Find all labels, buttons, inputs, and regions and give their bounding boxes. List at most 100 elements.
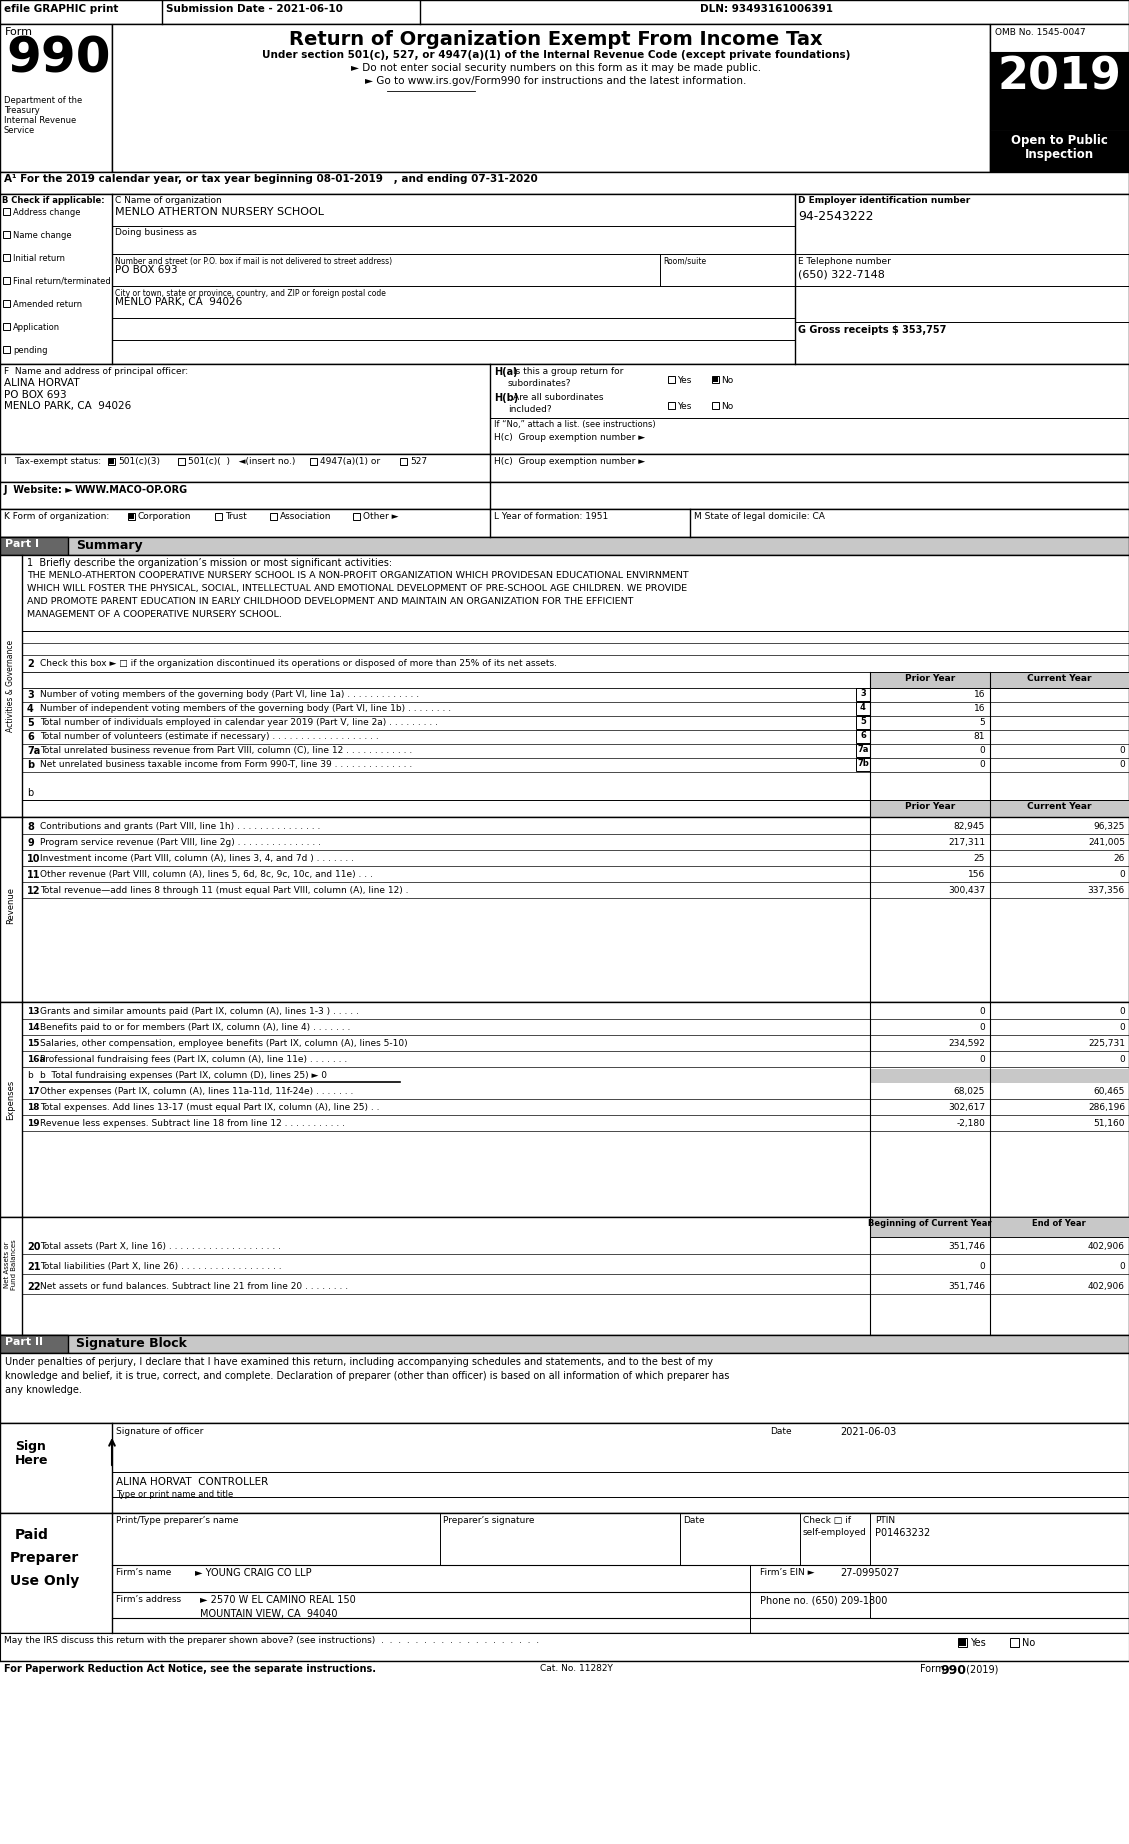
Text: Open to Public: Open to Public	[1010, 135, 1108, 148]
Text: M State of legal domicile: CA: M State of legal domicile: CA	[694, 513, 825, 522]
Text: Amended return: Amended return	[14, 301, 82, 310]
Text: 81: 81	[973, 732, 984, 741]
Text: MENLO ATHERTON NURSERY SCHOOL: MENLO ATHERTON NURSERY SCHOOL	[115, 207, 324, 218]
Text: (650) 322-7148: (650) 322-7148	[798, 269, 885, 280]
Text: 286,196: 286,196	[1088, 1103, 1124, 1112]
Text: 156: 156	[968, 870, 984, 880]
Text: 0: 0	[1119, 747, 1124, 754]
Text: Initial return: Initial return	[14, 254, 65, 264]
Text: No: No	[721, 376, 733, 385]
Text: Revenue less expenses. Subtract line 18 from line 12 . . . . . . . . . . .: Revenue less expenses. Subtract line 18 …	[40, 1119, 345, 1129]
Text: Preparer: Preparer	[10, 1551, 79, 1566]
Text: Total assets (Part X, line 16) . . . . . . . . . . . . . . . . . . . .: Total assets (Part X, line 16) . . . . .…	[40, 1243, 281, 1250]
Text: 19: 19	[27, 1119, 40, 1129]
Text: Total unrelated business revenue from Part VIII, column (C), line 12 . . . . . .: Total unrelated business revenue from Pa…	[40, 747, 412, 754]
Text: Current Year: Current Year	[1026, 802, 1092, 811]
Text: PO BOX 693: PO BOX 693	[5, 389, 67, 400]
Text: ► Do not enter social security numbers on this form as it may be made public.: ► Do not enter social security numbers o…	[351, 63, 761, 74]
Text: 4: 4	[860, 703, 866, 712]
Text: Revenue: Revenue	[7, 887, 16, 924]
Text: B Check if applicable:: B Check if applicable:	[2, 195, 105, 205]
Bar	[3, 254, 10, 262]
Text: 351,746: 351,746	[948, 1282, 984, 1291]
Text: 990: 990	[940, 1663, 966, 1676]
Text: Firm’s name: Firm’s name	[116, 1567, 172, 1577]
Text: DLN: 93493161006391: DLN: 93493161006391	[700, 4, 833, 15]
Bar	[990, 800, 1129, 817]
Bar	[0, 1217, 1129, 1335]
Text: 22: 22	[27, 1282, 41, 1293]
Text: 990: 990	[6, 35, 111, 83]
Text: May the IRS discuss this return with the preparer shown above? (see instructions: May the IRS discuss this return with the…	[5, 1636, 540, 1645]
Text: ALINA HORVAT  CONTROLLER: ALINA HORVAT CONTROLLER	[116, 1477, 269, 1486]
Text: Association: Association	[280, 513, 332, 522]
Bar	[128, 513, 135, 520]
Text: Other ►: Other ►	[364, 513, 399, 522]
Text: Grants and similar amounts paid (Part IX, column (A), lines 1-3 ) . . . . .: Grants and similar amounts paid (Part IX…	[40, 1007, 359, 1016]
Text: ► Go to www.irs.gov/Form990 for instructions and the latest information.: ► Go to www.irs.gov/Form990 for instruct…	[366, 76, 746, 87]
Text: 0: 0	[1119, 1261, 1124, 1271]
Text: Treasury: Treasury	[5, 105, 40, 114]
Text: b  Total fundraising expenses (Part IX, column (D), lines 25) ► 0: b Total fundraising expenses (Part IX, c…	[40, 1071, 327, 1081]
Text: Part I: Part I	[5, 538, 40, 550]
Text: 337,356: 337,356	[1087, 885, 1124, 894]
Bar	[0, 1001, 1129, 1217]
Text: Total number of individuals employed in calendar year 2019 (Part V, line 2a) . .: Total number of individuals employed in …	[40, 717, 438, 727]
Text: 0: 0	[1119, 1007, 1124, 1016]
Text: self-employed: self-employed	[803, 1529, 867, 1538]
Bar	[0, 481, 1129, 509]
Text: 225,731: 225,731	[1088, 1038, 1124, 1047]
Text: 0: 0	[979, 1261, 984, 1271]
Bar	[0, 1335, 1129, 1353]
Bar	[856, 688, 870, 701]
Text: 4947(a)(1) or: 4947(a)(1) or	[320, 457, 380, 467]
Text: Net unrelated business taxable income from Form 990-T, line 39 . . . . . . . . .: Net unrelated business taxable income fr…	[40, 760, 412, 769]
Bar	[870, 671, 990, 688]
Bar	[856, 743, 870, 758]
Text: H(b): H(b)	[495, 393, 518, 404]
Text: Type or print name and title: Type or print name and title	[116, 1490, 234, 1499]
Text: Under section 501(c), 527, or 4947(a)(1) of the Internal Revenue Code (except pr: Under section 501(c), 527, or 4947(a)(1)…	[262, 50, 850, 61]
Text: Sign: Sign	[15, 1440, 46, 1453]
Bar	[959, 1639, 966, 1647]
Text: Phone no. (650) 209-1800: Phone no. (650) 209-1800	[760, 1595, 887, 1604]
Text: THE MENLO-ATHERTON COOPERATIVE NURSERY SCHOOL IS A NON-PROFIT ORGANIZATION WHICH: THE MENLO-ATHERTON COOPERATIVE NURSERY S…	[27, 572, 689, 581]
Text: Current Year: Current Year	[1026, 675, 1092, 682]
Text: included?: included?	[508, 406, 552, 415]
Text: 2021-06-03: 2021-06-03	[840, 1427, 896, 1436]
Text: 26: 26	[1113, 854, 1124, 863]
Text: 9: 9	[27, 837, 34, 848]
Bar	[0, 1424, 1129, 1512]
Text: A¹ For the 2019 calendar year, or tax year beginning 08-01-2019   , and ending 0: A¹ For the 2019 calendar year, or tax ye…	[5, 173, 537, 184]
Text: No: No	[1022, 1637, 1035, 1649]
Text: Signature of officer: Signature of officer	[116, 1427, 203, 1436]
Text: 234,592: 234,592	[948, 1038, 984, 1047]
Text: Inspection: Inspection	[1024, 148, 1094, 160]
Text: 82,945: 82,945	[954, 822, 984, 832]
Text: 10: 10	[27, 854, 41, 865]
Text: 2: 2	[27, 658, 34, 669]
Text: 217,311: 217,311	[948, 837, 984, 846]
Text: City or town, state or province, country, and ZIP or foreign postal code: City or town, state or province, country…	[115, 290, 386, 299]
Text: 5: 5	[979, 717, 984, 727]
Text: K Form of organization:: K Form of organization:	[5, 513, 110, 522]
Text: Corporation: Corporation	[138, 513, 192, 522]
Bar	[110, 459, 114, 465]
Bar	[856, 730, 870, 743]
Bar	[0, 509, 1129, 537]
Text: -2,180: -2,180	[956, 1119, 984, 1129]
Bar	[990, 52, 1129, 129]
Text: 241,005: 241,005	[1088, 837, 1124, 846]
Bar	[0, 171, 1129, 194]
Text: 5: 5	[860, 717, 866, 727]
Bar	[0, 555, 1129, 817]
Text: 7b: 7b	[857, 760, 869, 767]
Text: Final return/terminated: Final return/terminated	[14, 277, 111, 286]
Text: If “No,” attach a list. (see instructions): If “No,” attach a list. (see instruction…	[495, 420, 656, 430]
Text: PO BOX 693: PO BOX 693	[115, 266, 177, 275]
Text: Check this box ► □ if the organization discontinued its operations or disposed o: Check this box ► □ if the organization d…	[40, 658, 557, 668]
Text: Date: Date	[683, 1516, 704, 1525]
Text: E Telephone number: E Telephone number	[798, 256, 891, 266]
Text: 96,325: 96,325	[1094, 822, 1124, 832]
Text: 51,160: 51,160	[1094, 1119, 1124, 1129]
